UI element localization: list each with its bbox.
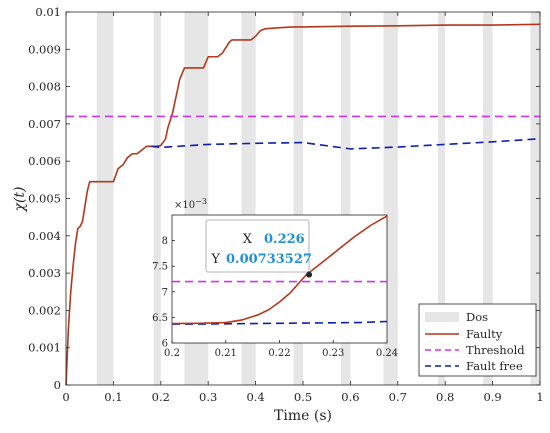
legend: Dos Faulty Threshold Fault free xyxy=(418,303,537,377)
dos-band-5 xyxy=(340,12,351,385)
x-tick-label: 0.6 xyxy=(341,390,359,404)
y-tick-label: 0.007 xyxy=(28,117,61,131)
legend-label-fault-free: Fault free xyxy=(466,359,523,373)
datatip-x-value: 0.226 xyxy=(264,232,305,247)
x-tick-label: 0.7 xyxy=(389,390,407,404)
dos-band-8 xyxy=(483,12,493,385)
x-tick-label: 0.2 xyxy=(152,390,170,404)
x-tick-label: 0.3 xyxy=(199,390,217,404)
series-fault-free xyxy=(151,138,541,150)
x-tick-label: 0.8 xyxy=(436,390,454,404)
y-tick-label: 0.001 xyxy=(28,341,61,355)
y-tick-label: 0 xyxy=(54,378,61,392)
inset-y-scale-exp: −3 xyxy=(195,197,207,206)
inset-x-tick-label: 0.22 xyxy=(268,348,290,359)
dos-band-0 xyxy=(96,12,114,385)
datatip-y-value: 0.00733527 xyxy=(226,252,312,267)
y-tick-label: 0.01 xyxy=(35,5,61,19)
dos-band-4 xyxy=(293,12,303,385)
legend-swatch-dos xyxy=(425,312,459,322)
datatip-marker[interactable] xyxy=(306,271,313,278)
y-tick-label: 0.005 xyxy=(28,192,61,206)
inset-series-fault-free xyxy=(172,320,388,325)
inset-y-tick-label: 7.5 xyxy=(152,262,168,273)
datatip-x-label: X xyxy=(243,232,253,247)
inset-y-tick-label: 7 xyxy=(162,287,168,298)
inset-x-tick-label: 0.2 xyxy=(164,348,180,359)
inset-y-tick-label: 8 xyxy=(162,236,168,247)
legend-label-faulty: Faulty xyxy=(466,327,503,341)
datatip-box xyxy=(205,219,310,273)
inset-y-tick-label: 6.5 xyxy=(152,313,168,324)
y-tick-label: 0.004 xyxy=(28,229,61,243)
x-tick-label: 0.1 xyxy=(104,390,122,404)
dos-band-7 xyxy=(438,12,446,385)
datatip[interactable]: X 0.226 Y 0.00733527 xyxy=(205,219,312,273)
legend-label-dos: Dos xyxy=(466,310,488,324)
inset-x-tick-label: 0.24 xyxy=(376,348,398,359)
legend-label-threshold: Threshold xyxy=(466,343,525,357)
inset-y-scale: ×10−3 xyxy=(174,197,207,211)
y-tick-label: 0.003 xyxy=(28,266,61,280)
main-ticks: 0 0.1 0.2 0.3 0.4 0.5 0.6 0.7 0.8 0.9 1 0 0.001 0.002… xyxy=(28,5,544,404)
x-tick-label: 1 xyxy=(536,390,543,404)
datatip-y-label: Y xyxy=(210,252,220,267)
inset-ticks: 0.2 0.21 0.22 0.23 0.24 6 6.5 7 7.5 8 xyxy=(152,236,398,359)
inset-x-tick-label: 0.21 xyxy=(215,348,237,359)
inset-y-scale-base: ×10 xyxy=(174,200,195,211)
dos-band-9 xyxy=(530,12,540,385)
inset-y-tick-label: 6 xyxy=(162,339,168,350)
x-tick-label: 0.9 xyxy=(483,390,501,404)
series-faulty xyxy=(65,23,541,386)
x-axis-label: Time (s) xyxy=(274,408,332,424)
inset-series-faulty xyxy=(171,215,388,325)
y-axis-label: χ(t) xyxy=(12,186,28,212)
x-tick-label: 0.5 xyxy=(294,390,312,404)
inset-x-tick-label: 0.23 xyxy=(322,348,344,359)
x-tick-label: 0 xyxy=(62,390,69,404)
dos-band-1 xyxy=(153,12,161,385)
y-tick-label: 0.008 xyxy=(28,80,61,94)
x-tick-label: 0.4 xyxy=(246,390,264,404)
y-tick-label: 0.006 xyxy=(28,154,61,168)
y-tick-label: 0.002 xyxy=(28,303,61,317)
y-tick-label: 0.009 xyxy=(28,42,61,56)
inset-series xyxy=(171,215,388,325)
main-series xyxy=(65,23,541,386)
